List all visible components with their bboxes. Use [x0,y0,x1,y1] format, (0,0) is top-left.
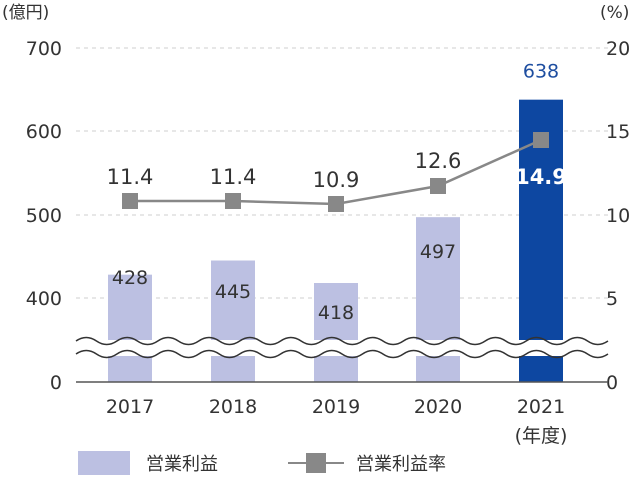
legend: 営業利益 営業利益率 [78,451,446,475]
x-axis-suffix: (年度) [515,425,568,447]
left-axis-ticks: 700 600 500 400 0 [26,38,62,394]
x-tick-label: 2021 [517,396,565,418]
line-marker [225,193,241,209]
axis-break-wave [74,336,610,359]
legend-line-label: 営業利益率 [356,454,446,475]
line-value-label: 11.4 [210,165,257,189]
right-axis-ticks: 20 15 10 5 0 [606,38,630,394]
x-tick-label: 2018 [209,396,257,418]
line-marker [122,193,138,209]
line-value-label: 14.9 [515,165,567,189]
bar [108,274,152,382]
line-marker [430,178,446,194]
line-value-label: 12.6 [415,149,462,173]
legend-bar-swatch [78,451,130,475]
left-axis-unit: (億円) [2,3,49,23]
legend-bar-label: 営業利益 [146,454,218,475]
bar-value-label: 428 [112,267,148,289]
left-tick-label: 700 [26,38,62,60]
line-value-label: 11.4 [107,165,154,189]
break-wave-bottom [75,349,609,359]
line-marker [533,132,549,148]
left-tick-label: 0 [50,372,62,394]
left-tick-label: 400 [26,288,62,310]
line-labels: 11.4 11.4 10.9 12.6 14.9 [107,149,567,192]
break-wave-top [75,336,609,346]
right-tick-label: 0 [606,372,618,394]
line-marker [328,196,344,212]
bar-value-label: 497 [420,241,456,263]
left-tick-label: 500 [26,205,62,227]
bar-value-label: 638 [523,61,559,83]
right-tick-label: 15 [606,121,630,143]
x-tick-label: 2017 [106,396,154,418]
line-value-label: 10.9 [313,168,360,192]
right-axis-unit: (%) [600,3,629,23]
bar-labels: 428 445 418 497 638 [112,61,559,324]
line-series [122,132,549,212]
bar [314,283,358,382]
right-tick-label: 20 [606,38,630,60]
x-tick-label: 2020 [414,396,462,418]
x-tick-label: 2019 [312,396,360,418]
right-tick-label: 10 [606,205,630,227]
legend-line-marker [306,453,326,473]
bar-value-label: 445 [215,281,251,303]
x-axis-labels: 2017 2018 2019 2020 2021 [106,396,565,418]
bar-value-label: 418 [318,302,354,324]
bar [211,260,255,382]
left-tick-label: 600 [26,121,62,143]
right-tick-label: 5 [606,288,618,310]
